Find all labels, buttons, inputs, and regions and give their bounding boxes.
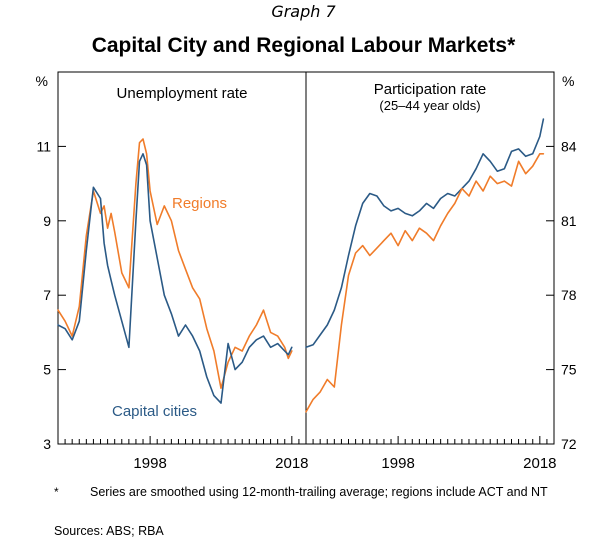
left-panel-title: Unemployment rate (117, 85, 248, 102)
left-y-ticks: 3 5 7 9 11 (36, 138, 66, 452)
sources: Sources: ABS; RBA (54, 524, 164, 538)
y-tick-label: 75 (561, 362, 577, 378)
y-tick-label: 9 (43, 213, 51, 229)
y-tick-label: 3 (43, 436, 51, 452)
x-ticks: 1998 2018 1998 2018 (57, 436, 557, 472)
left-y-unit: % (36, 73, 48, 89)
note-marker: * (54, 485, 59, 499)
right-panel-title: Participation rate (374, 81, 487, 98)
x-tick-label: 1998 (133, 455, 166, 472)
regions-label: Regions (172, 195, 227, 212)
graph-number: Graph 7 (271, 2, 336, 21)
x-tick-label: 2018 (523, 455, 556, 472)
unemployment-capital-cities-line (57, 153, 293, 404)
x-tick-label: 1998 (381, 455, 414, 472)
y-tick-label: 81 (561, 213, 577, 229)
y-tick-label: 7 (43, 287, 51, 303)
right-y-ticks: 72 75 78 81 84 (546, 138, 577, 452)
x-tick-label: 2018 (275, 455, 308, 472)
right-panel-subtitle: (25–44 year olds) (379, 98, 480, 113)
chart-figure: Unemployment rate Participation rate (25… (36, 71, 577, 472)
y-tick-label: 72 (561, 436, 577, 452)
capital-cities-label: Capital cities (112, 403, 197, 420)
chart-title: Capital City and Regional Labour Markets… (91, 34, 516, 57)
y-tick-label: 5 (43, 362, 51, 378)
unemployment-regions-line (57, 138, 293, 390)
participation-capital-cities-line (305, 118, 545, 349)
y-tick-label: 11 (36, 138, 51, 154)
y-tick-label: 84 (561, 138, 577, 154)
right-y-unit: % (562, 73, 574, 89)
series-lines (57, 118, 545, 413)
y-tick-label: 78 (561, 287, 577, 303)
participation-regions-line (305, 153, 545, 413)
footnote: Series are smoothed using 12-month-trail… (90, 485, 548, 499)
